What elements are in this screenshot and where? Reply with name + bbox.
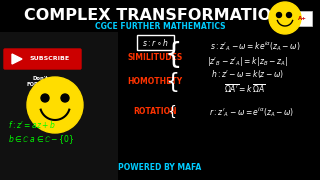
Circle shape (276, 12, 282, 17)
Text: $\{$: $\{$ (164, 39, 180, 69)
Text: POWERED BY MAFA: POWERED BY MAFA (118, 163, 202, 172)
Text: $\overline{\Omega A'} = k\,\overline{\Omega A}$: $\overline{\Omega A'} = k\,\overline{\Om… (224, 83, 266, 95)
Circle shape (27, 77, 83, 133)
Text: $s : r \circ h$: $s : r \circ h$ (142, 37, 168, 48)
Text: A+: A+ (298, 15, 307, 21)
Text: $\{$: $\{$ (167, 104, 177, 120)
Circle shape (269, 2, 301, 34)
Text: $h : z' - \omega = k(z - \omega)$: $h : z' - \omega = k(z - \omega)$ (212, 68, 284, 80)
Polygon shape (12, 54, 22, 64)
Text: $\{$: $\{$ (165, 70, 179, 94)
Bar (0, 32, 118, 180)
Circle shape (41, 94, 49, 102)
Text: $f : z' = az + b$: $f : z' = az + b$ (8, 120, 56, 130)
Text: HOMOTHETY: HOMOTHETY (127, 78, 183, 87)
Text: $s : z'_A - \omega = ke^{i\alpha}(z_A - \omega)$: $s : z'_A - \omega = ke^{i\alpha}(z_A - … (210, 39, 300, 53)
Text: COMPLEX TRANSFORMATIONS: COMPLEX TRANSFORMATIONS (24, 8, 296, 23)
Circle shape (286, 12, 292, 17)
FancyBboxPatch shape (4, 49, 81, 69)
Text: $r : z'_A - \omega = e^{i\alpha}(z_A - \omega)$: $r : z'_A - \omega = e^{i\alpha}(z_A - \… (209, 105, 295, 119)
Text: $|z'_B - z'_A| = k\,|z_B - z_A|$: $|z'_B - z'_A| = k\,|z_B - z_A|$ (207, 55, 289, 69)
Text: CGCE FURTHER MATHEMATICS: CGCE FURTHER MATHEMATICS (95, 22, 225, 31)
Text: $b \in \mathbb{C}\; a \in \mathbb{C} - \{0\}$: $b \in \mathbb{C}\; a \in \mathbb{C} - \… (8, 134, 75, 146)
Text: SUBSCRIBE: SUBSCRIBE (30, 57, 70, 62)
Circle shape (61, 94, 69, 102)
FancyBboxPatch shape (292, 10, 311, 26)
Text: Don't
FORGET!: Don't FORGET! (27, 76, 53, 87)
Text: SIMILITUDES: SIMILITUDES (127, 53, 183, 62)
Text: ROTATION: ROTATION (133, 107, 177, 116)
